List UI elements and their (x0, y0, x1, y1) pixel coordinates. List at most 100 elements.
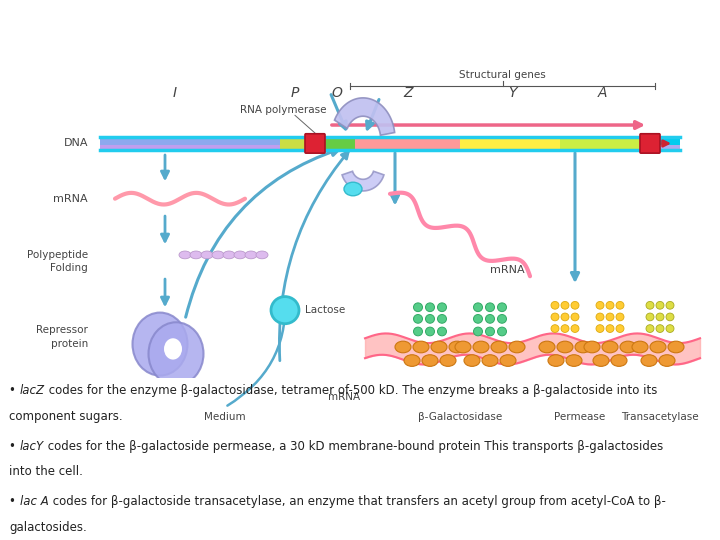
Circle shape (438, 303, 446, 312)
Ellipse shape (223, 251, 235, 259)
Ellipse shape (575, 341, 591, 353)
Ellipse shape (620, 341, 636, 353)
Text: codes for the enzyme β-galactosidase, tetramer of-500 kD. The enzyme breaks a β-: codes for the enzyme β-galactosidase, te… (45, 384, 657, 397)
Ellipse shape (449, 341, 465, 353)
Text: protein: protein (50, 339, 88, 349)
Circle shape (561, 301, 569, 309)
Circle shape (413, 327, 423, 336)
FancyBboxPatch shape (640, 134, 660, 153)
Circle shape (474, 303, 482, 312)
Ellipse shape (344, 182, 362, 196)
Ellipse shape (431, 341, 447, 353)
Ellipse shape (584, 341, 600, 353)
Text: Permease: Permease (554, 412, 606, 422)
Text: RNA polymerase: RNA polymerase (240, 105, 326, 116)
Circle shape (485, 303, 495, 312)
Text: lac A: lac A (20, 495, 49, 508)
Text: I: I (173, 86, 177, 100)
Circle shape (474, 327, 482, 336)
Ellipse shape (557, 341, 573, 353)
Bar (100, 137, 280, 150)
Ellipse shape (573, 386, 587, 395)
Text: codes for the β-galactoside permease, a 30 kD membrane-bound protein This transp: codes for the β-galactoside permease, a … (44, 440, 663, 453)
Circle shape (271, 296, 299, 323)
Circle shape (551, 313, 559, 321)
Circle shape (498, 314, 506, 323)
Circle shape (498, 303, 506, 312)
Circle shape (606, 325, 614, 333)
Circle shape (656, 325, 664, 333)
Ellipse shape (653, 386, 667, 395)
Ellipse shape (566, 355, 582, 366)
Ellipse shape (201, 251, 213, 259)
Ellipse shape (148, 322, 204, 385)
Ellipse shape (212, 251, 224, 259)
Text: Polypeptide: Polypeptide (27, 250, 88, 260)
Ellipse shape (422, 355, 438, 366)
Circle shape (666, 325, 674, 333)
Ellipse shape (464, 355, 480, 366)
Circle shape (498, 327, 506, 336)
Circle shape (561, 325, 569, 333)
Ellipse shape (641, 355, 657, 366)
Circle shape (474, 314, 482, 323)
Ellipse shape (602, 341, 618, 353)
Ellipse shape (440, 355, 456, 366)
Ellipse shape (190, 251, 202, 259)
Text: Lactose: Lactose (305, 305, 346, 315)
Ellipse shape (234, 251, 246, 259)
Ellipse shape (632, 341, 648, 353)
Text: Folding: Folding (50, 264, 88, 273)
Ellipse shape (473, 341, 489, 353)
Circle shape (571, 313, 579, 321)
Circle shape (596, 313, 604, 321)
Bar (100, 145, 680, 150)
Circle shape (571, 301, 579, 309)
Text: component sugars.: component sugars. (9, 410, 123, 423)
Circle shape (413, 314, 423, 323)
Circle shape (606, 313, 614, 321)
Ellipse shape (395, 341, 411, 353)
Text: O: O (332, 86, 343, 100)
Ellipse shape (164, 338, 182, 360)
Circle shape (656, 301, 664, 309)
Circle shape (561, 313, 569, 321)
Ellipse shape (509, 341, 525, 353)
Circle shape (656, 313, 664, 321)
Text: Y: Y (508, 86, 516, 100)
FancyBboxPatch shape (305, 134, 325, 153)
Bar (460, 137, 560, 150)
Ellipse shape (500, 355, 516, 366)
Ellipse shape (593, 355, 609, 366)
Text: codes for β-galactoside transacetylase, an enzyme that transfers an acetyl group: codes for β-galactoside transacetylase, … (49, 495, 665, 508)
Bar (320, 137, 355, 150)
Ellipse shape (179, 251, 191, 259)
Text: galactosides.: galactosides. (9, 521, 87, 534)
Bar (100, 137, 680, 147)
Circle shape (606, 301, 614, 309)
Circle shape (571, 325, 579, 333)
Ellipse shape (491, 341, 507, 353)
Circle shape (426, 314, 434, 323)
Ellipse shape (548, 355, 564, 366)
Text: lacY: lacY (20, 440, 44, 453)
Ellipse shape (482, 355, 498, 366)
Circle shape (616, 325, 624, 333)
Bar (560, 137, 640, 150)
Circle shape (596, 301, 604, 309)
Circle shape (646, 325, 654, 333)
Circle shape (485, 327, 495, 336)
Ellipse shape (539, 341, 555, 353)
Text: •: • (9, 440, 20, 453)
Text: mRNA: mRNA (490, 265, 525, 275)
Text: mRNA: mRNA (53, 194, 88, 204)
Text: β-Galactosidase: β-Galactosidase (418, 412, 502, 422)
Ellipse shape (659, 355, 675, 366)
Ellipse shape (256, 251, 268, 259)
Circle shape (438, 327, 446, 336)
Circle shape (426, 303, 434, 312)
Ellipse shape (455, 341, 471, 353)
Ellipse shape (650, 341, 666, 353)
Text: •: • (9, 495, 20, 508)
Polygon shape (342, 171, 384, 191)
